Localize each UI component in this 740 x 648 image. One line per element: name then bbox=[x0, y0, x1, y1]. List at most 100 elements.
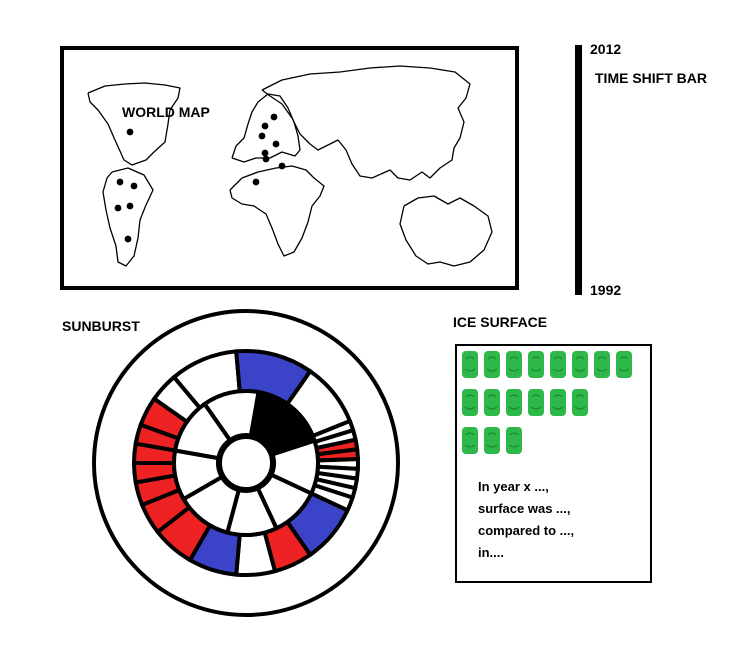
map-marker[interactable] bbox=[116, 178, 124, 186]
south-america-outline bbox=[102, 167, 154, 267]
ice-tile-grid bbox=[462, 351, 632, 454]
ice-tile-scribble bbox=[464, 394, 476, 410]
ice-tile-scribble bbox=[508, 394, 520, 410]
sunburst-outer-segment[interactable] bbox=[262, 519, 314, 574]
ice-tile-scribble bbox=[464, 356, 476, 372]
sunburst-middle-segment[interactable] bbox=[172, 448, 225, 502]
map-marker[interactable] bbox=[278, 162, 286, 170]
sunburst-outer-segment[interactable] bbox=[133, 422, 181, 453]
sunburst-outer-segment[interactable] bbox=[139, 487, 193, 535]
sunburst-outer-segment[interactable] bbox=[312, 427, 358, 451]
ice-tile bbox=[462, 389, 478, 416]
africa-outline bbox=[229, 165, 325, 257]
map-marker[interactable] bbox=[130, 182, 138, 190]
world-map-frame bbox=[60, 46, 519, 290]
sunburst-middle-segment[interactable] bbox=[172, 401, 233, 461]
map-marker[interactable] bbox=[114, 204, 122, 212]
sunburst-outer-segment[interactable] bbox=[308, 482, 356, 513]
time-bar-label: TIME SHIFT BAR bbox=[595, 70, 707, 86]
sunburst-outer-segment[interactable] bbox=[234, 530, 278, 577]
ice-tile-scribble bbox=[508, 432, 520, 448]
sunburst-middle-segment[interactable] bbox=[255, 472, 314, 531]
ice-tile-scribble bbox=[486, 432, 498, 448]
ice-tile bbox=[572, 389, 588, 416]
map-marker[interactable] bbox=[261, 122, 269, 130]
map-marker[interactable] bbox=[272, 140, 280, 148]
ice-tile bbox=[484, 389, 500, 416]
ice-tile bbox=[550, 389, 566, 416]
asia-outline bbox=[261, 65, 471, 181]
sunburst-outer-segment[interactable] bbox=[138, 395, 190, 441]
ice-tile-scribble bbox=[552, 356, 564, 372]
map-marker[interactable] bbox=[126, 202, 134, 210]
sunburst-center[interactable] bbox=[218, 435, 274, 491]
sunburst-outer-segment[interactable] bbox=[284, 490, 351, 558]
sunburst-outer-segment[interactable] bbox=[315, 464, 360, 481]
sunburst-outer-ring bbox=[92, 309, 400, 617]
time-shift-bar[interactable] bbox=[575, 45, 582, 295]
ice-tile bbox=[550, 351, 566, 378]
sunburst-outer-segment[interactable] bbox=[131, 441, 178, 465]
ice-tile bbox=[528, 351, 544, 378]
ice-tile bbox=[528, 389, 544, 416]
map-marker[interactable] bbox=[252, 178, 260, 186]
australia-outline bbox=[399, 195, 493, 267]
map-marker[interactable] bbox=[124, 235, 132, 243]
sunburst-middle-segment[interactable] bbox=[224, 485, 280, 537]
sunburst-outer-segment[interactable] bbox=[313, 470, 360, 491]
ice-tile bbox=[572, 351, 588, 378]
sunburst-label: SUNBURST bbox=[62, 318, 140, 334]
ice-text-line: In year x ..., bbox=[478, 479, 549, 494]
sunburst-middle-segment[interactable] bbox=[248, 389, 317, 457]
time-bar-start-year: 1992 bbox=[590, 282, 622, 298]
ice-tile bbox=[506, 351, 522, 378]
sunburst-outer-segment[interactable] bbox=[314, 437, 360, 457]
sunburst-outer-segment[interactable] bbox=[131, 461, 178, 485]
sunburst-outer-segment[interactable] bbox=[171, 349, 242, 411]
ice-tile-scribble bbox=[530, 394, 542, 410]
ice-tile bbox=[616, 351, 632, 378]
ice-tile bbox=[506, 427, 522, 454]
sunburst-middle-segment[interactable] bbox=[268, 438, 320, 497]
map-marker[interactable] bbox=[126, 128, 134, 136]
sunburst-outer-segment[interactable] bbox=[284, 368, 353, 439]
ice-text-line: compared to ..., bbox=[478, 523, 575, 538]
world-map[interactable] bbox=[64, 50, 515, 286]
ice-tile bbox=[462, 427, 478, 454]
ice-tile-scribble bbox=[618, 356, 630, 372]
sunburst-middle-segment[interactable] bbox=[180, 474, 242, 535]
sunburst-middle-segment[interactable] bbox=[201, 389, 261, 443]
ice-surface-text: In year x ..., surface was ..., compared… bbox=[478, 476, 648, 564]
sunburst-outer-segment[interactable] bbox=[151, 374, 203, 425]
ice-tile-scribble bbox=[596, 356, 608, 372]
ice-surface-label: ICE SURFACE bbox=[453, 314, 548, 330]
ice-tile bbox=[484, 351, 500, 378]
world-map-label: WORLD MAP bbox=[122, 104, 210, 120]
ice-tile bbox=[484, 427, 500, 454]
sunburst-outer-segment[interactable] bbox=[310, 418, 356, 445]
ice-tile-scribble bbox=[574, 356, 586, 372]
ice-text-line: surface was ..., bbox=[478, 501, 571, 516]
sunburst-outer-segment[interactable] bbox=[315, 447, 361, 463]
ice-tile-scribble bbox=[508, 356, 520, 372]
sunburst-outer-segment[interactable] bbox=[315, 457, 360, 471]
sunburst-outer-segment[interactable] bbox=[133, 473, 182, 508]
sunburst-outer-segment[interactable] bbox=[311, 476, 358, 501]
ice-tile bbox=[506, 389, 522, 416]
ice-tile bbox=[462, 351, 478, 378]
map-marker[interactable] bbox=[270, 113, 278, 121]
ice-tile-scribble bbox=[486, 356, 498, 372]
ice-tile bbox=[594, 351, 610, 378]
sunburst-outer-segment[interactable] bbox=[154, 504, 213, 563]
map-marker[interactable] bbox=[261, 149, 269, 157]
ice-surface-panel: In year x ..., surface was ..., compared… bbox=[455, 344, 652, 583]
time-bar-end-year: 2012 bbox=[590, 41, 622, 57]
sunburst-outer-segment[interactable] bbox=[187, 522, 242, 577]
map-marker[interactable] bbox=[258, 132, 266, 140]
ice-text-line: in.... bbox=[478, 545, 504, 560]
ice-tile-scribble bbox=[552, 394, 564, 410]
sunburst-outer-segment[interactable] bbox=[234, 349, 314, 407]
map-marker[interactable] bbox=[262, 155, 270, 163]
north-america-outline bbox=[87, 82, 181, 166]
ice-tile-scribble bbox=[486, 394, 498, 410]
